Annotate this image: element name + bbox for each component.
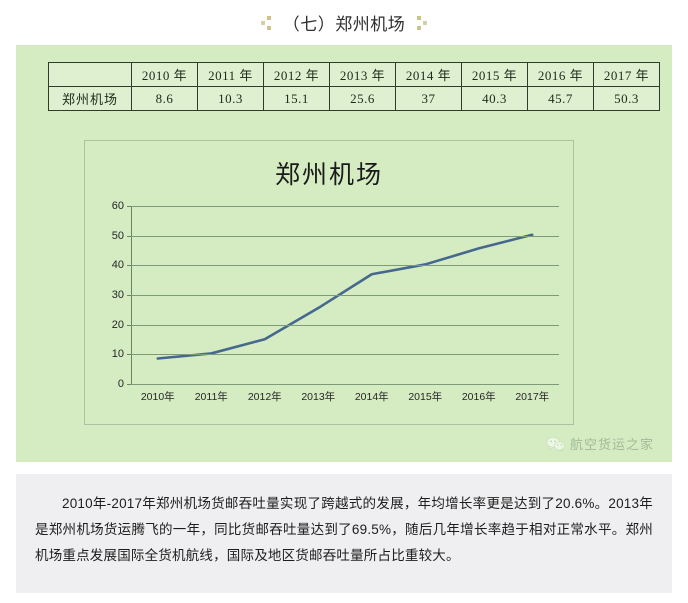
chart-gridline bbox=[131, 354, 559, 356]
chart-title: 郑州机场 bbox=[274, 162, 383, 189]
table-header-row: 2010 年 2011 年 2012 年 2013 年 2014 年 2015 … bbox=[48, 62, 660, 87]
chart-line-svg bbox=[131, 206, 559, 384]
x-axis-label: 2011年 bbox=[194, 391, 228, 403]
y-axis-tick bbox=[127, 265, 131, 267]
table-column-header: 2013 年 bbox=[329, 62, 396, 87]
data-table: 2010 年 2011 年 2012 年 2013 年 2014 年 2015 … bbox=[48, 62, 660, 111]
wechat-icon bbox=[546, 436, 565, 452]
x-axis-label: 2017年 bbox=[515, 391, 550, 403]
table-column-header: 2012 年 bbox=[263, 62, 330, 87]
x-axis-label: 2016年 bbox=[461, 391, 496, 403]
table-column-header: 2017 年 bbox=[593, 62, 660, 87]
table-cell: 8.6 bbox=[131, 86, 198, 111]
table-row: 郑州机场 8.6 10.3 15.1 25.6 37 40.3 45.7 50.… bbox=[48, 86, 660, 111]
chart-gridline bbox=[131, 384, 559, 385]
chart-gridline bbox=[131, 265, 559, 267]
watermark: 航空货运之家 bbox=[546, 434, 654, 453]
x-axis-label: 2012年 bbox=[247, 391, 282, 403]
y-axis-tick bbox=[127, 206, 131, 207]
y-axis-tick bbox=[127, 354, 131, 356]
line-chart: 郑州机场 60 50 40 30 20 10 0 2010年 2011年 2012年 2013年 2… bbox=[84, 140, 574, 425]
table-corner-cell bbox=[48, 62, 132, 87]
table-cell: 37 bbox=[395, 86, 462, 111]
y-axis-label: 50 bbox=[111, 229, 124, 242]
table-column-header: 2010 年 bbox=[131, 62, 198, 87]
y-axis-tick bbox=[127, 295, 131, 296]
dots-decoration-left-icon bbox=[258, 14, 274, 32]
table-row-label: 郑州机场 bbox=[48, 86, 132, 111]
dots-decoration-right-icon bbox=[414, 14, 430, 32]
table-cell: 15.1 bbox=[263, 86, 330, 111]
summary-paragraph: 2010年-2017年郑州机场货邮吞吐量实现了跨越式的发展，年均增长率更是达到了… bbox=[35, 496, 653, 563]
y-axis-label: 10 bbox=[111, 348, 124, 361]
table-cell: 40.3 bbox=[461, 86, 528, 111]
table-cell: 50.3 bbox=[593, 86, 660, 111]
chart-plot-area: 60 50 40 30 20 10 0 bbox=[112, 200, 559, 390]
table-column-header: 2014 年 bbox=[395, 62, 462, 87]
summary-panel: 2010年-2017年郑州机场货邮吞吐量实现了跨越式的发展，年均增长率更是达到了… bbox=[16, 474, 672, 593]
chart-gridline bbox=[131, 206, 559, 207]
y-axis-label: 0 bbox=[117, 378, 124, 390]
page-header: （七）郑州机场 bbox=[0, 0, 688, 45]
y-axis-tick bbox=[127, 324, 131, 326]
chart-gridline bbox=[131, 324, 559, 326]
x-axis-label: 2015年 bbox=[408, 391, 443, 403]
table-column-header: 2011 年 bbox=[197, 62, 264, 87]
table-cell: 10.3 bbox=[197, 86, 264, 111]
x-axis-label: 2014年 bbox=[354, 391, 389, 403]
table-column-header: 2015 年 bbox=[461, 62, 528, 87]
y-axis-label: 20 bbox=[111, 318, 124, 331]
page-title: （七）郑州机场 bbox=[282, 15, 406, 34]
table-cell: 45.7 bbox=[527, 86, 594, 111]
y-axis-tick bbox=[127, 235, 131, 237]
chart-gridline bbox=[131, 235, 559, 237]
x-axis-labels: 2010年 2011年 2012年 2013年 2014年 2015年 2016年 2017年 bbox=[131, 389, 559, 404]
x-axis-label: 2013年 bbox=[301, 391, 336, 403]
y-axis-label: 30 bbox=[111, 289, 124, 301]
table-cell: 25.6 bbox=[329, 86, 396, 111]
y-axis-label: 40 bbox=[111, 259, 124, 272]
x-axis-label: 2010年 bbox=[140, 391, 175, 403]
chart-gridline bbox=[131, 295, 559, 296]
watermark-text: 航空货运之家 bbox=[569, 437, 654, 452]
content-panel: 2010 年 2011 年 2012 年 2013 年 2014 年 2015 … bbox=[16, 45, 672, 462]
y-axis-label: 60 bbox=[111, 200, 124, 212]
table-column-header: 2016 年 bbox=[527, 62, 594, 87]
y-axis-tick bbox=[127, 384, 131, 385]
